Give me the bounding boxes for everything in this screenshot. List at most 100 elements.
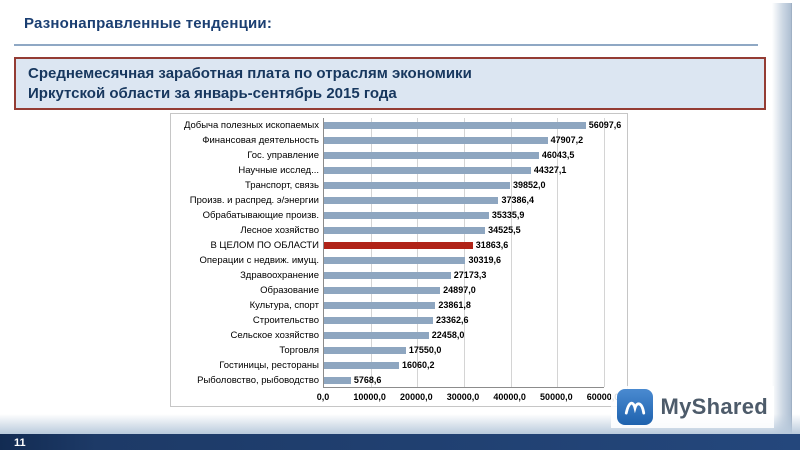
- value-label: 17550,0: [408, 345, 442, 355]
- value-label: 30319,6: [468, 255, 502, 265]
- value-label: 24897,0: [443, 285, 476, 295]
- value-label: 56097,6: [588, 120, 622, 130]
- category-label: Транспорт, связь: [244, 180, 319, 191]
- bar-row: 27173,3: [324, 268, 604, 283]
- category-label: Торговля: [279, 345, 319, 356]
- value-label: 44327,1: [533, 165, 567, 175]
- bar: [324, 302, 436, 309]
- plot-area: 56097,6 47907,2 46043,5 44327,1 39852,0 37386…: [323, 118, 621, 388]
- bar: [324, 317, 434, 324]
- x-axis-ticks: 0,0 10000,0 20000,0 30000,0 40000,0 50000,0 60…: [317, 388, 620, 404]
- value-label: 34525,5: [488, 225, 521, 235]
- gridline: [604, 118, 605, 387]
- value-label: 31863,6: [475, 240, 509, 250]
- bar-row: 39852,0: [324, 178, 604, 193]
- bar: [324, 182, 510, 189]
- bar-row: 56097,6: [324, 118, 621, 133]
- bar-row: 47907,2: [324, 133, 604, 148]
- value-label: 46043,5: [541, 150, 575, 160]
- value-label: 5768,6: [353, 375, 382, 385]
- bar-row: 24897,0: [324, 283, 604, 298]
- category-label: Гостиницы, рестораны: [219, 360, 319, 371]
- value-label: 22458,0: [431, 330, 465, 340]
- bottom-bar: [0, 434, 800, 450]
- gridline: [417, 118, 419, 387]
- bar: [324, 347, 406, 354]
- x-axis: 0,0 10000,0 20000,0 30000,0 40000,0 50000,0 60…: [175, 388, 623, 404]
- chart-title-box: Среднемесячная заработная плата по отрас…: [14, 57, 766, 110]
- bar-row: 5768,6: [324, 373, 604, 388]
- bar: [324, 167, 531, 174]
- category-label: Гос. управление: [247, 150, 319, 161]
- bar: [324, 212, 489, 219]
- category-label: Произв. и распред. э/энергии: [189, 195, 319, 206]
- category-label: Операции с недвиж. имущ.: [199, 255, 319, 266]
- gridline: [557, 118, 559, 387]
- category-label: Здравоохранение: [240, 270, 319, 281]
- bottom-gradient-band: [0, 414, 800, 434]
- bars: 56097,6 47907,2 46043,5 44327,1 39852,0 37386…: [324, 118, 621, 388]
- bar-row: 16060,2: [324, 358, 604, 373]
- value-label: 39852,0: [512, 180, 546, 190]
- bar: [324, 362, 399, 369]
- gridline: [370, 118, 372, 387]
- bar-row: 35335,9: [324, 208, 604, 223]
- x-tick-label: 10000,0: [353, 392, 386, 402]
- bar-row: 44327,1: [324, 163, 604, 178]
- value-label: 23362,6: [436, 315, 469, 325]
- chart-title-line2: Иркутской области за январь-сентябрь 201…: [28, 84, 397, 102]
- category-label: Сельское хозяйство: [230, 330, 320, 341]
- bar: [324, 287, 441, 294]
- bar-chart: Добыча полезных ископаемых Финансовая дея…: [170, 113, 628, 407]
- value-label: 35335,9: [491, 210, 525, 220]
- bar: [324, 152, 539, 159]
- x-tick-label: 20000,0: [400, 392, 433, 402]
- bar-row: 46043,5: [324, 148, 604, 163]
- plot-region: Добыча полезных ископаемых Финансовая дея…: [175, 118, 623, 388]
- bar: [324, 377, 351, 384]
- bar-row: 30319,6: [324, 253, 604, 268]
- value-label: 27173,3: [453, 270, 487, 280]
- bar: [324, 332, 429, 339]
- category-label: Рыболовство, рыбоводство: [197, 375, 319, 386]
- bar-row: 34525,5: [324, 223, 604, 238]
- bar-row: 23362,6: [324, 313, 604, 328]
- bar: [324, 272, 451, 279]
- heading-divider: [14, 44, 758, 46]
- bar-row: 22458,0: [324, 328, 604, 343]
- x-tick-label: 0,0: [316, 392, 330, 402]
- axis-spacer: [175, 388, 323, 404]
- x-tick-label: 40000,0: [493, 392, 526, 402]
- x-tick-label: 50000,0: [540, 392, 573, 402]
- bar: [324, 227, 486, 234]
- category-label: Образование: [260, 285, 319, 296]
- value-label: 47907,2: [550, 135, 584, 145]
- category-label: Строительство: [252, 315, 319, 326]
- gridline: [464, 118, 465, 387]
- bar: [324, 257, 466, 264]
- category-label: Научные исслед...: [238, 165, 319, 176]
- bar: [324, 197, 499, 204]
- category-label: Обрабатывающие произв.: [202, 210, 319, 221]
- myshared-watermark[interactable]: MyShared: [611, 386, 774, 428]
- category-label: Добыча полезных ископаемых: [183, 120, 319, 131]
- bar-row: 31863,6: [324, 238, 604, 253]
- bar: [324, 137, 548, 144]
- x-tick-label: 60000,0: [586, 392, 620, 402]
- bar-highlight: [324, 242, 473, 249]
- slide-heading: Разнонаправленные тенденции:: [24, 15, 273, 32]
- category-label: В ЦЕЛОМ ПО ОБЛАСТИ: [210, 240, 319, 251]
- bar: [324, 122, 586, 129]
- myshared-logo-icon: [617, 389, 654, 425]
- bar-row: 17550,0: [324, 343, 604, 358]
- value-label: 16060,2: [401, 360, 435, 370]
- value-label: 23861,8: [438, 300, 471, 310]
- chart-title-line1: Среднемесячная заработная плата по отрас…: [28, 65, 472, 82]
- category-label: Финансовая деятельность: [202, 135, 319, 146]
- watermark-text: MyShared: [660, 394, 768, 419]
- value-label: 37386,4: [501, 195, 535, 205]
- right-edge-strip: [772, 3, 792, 434]
- page-number: 11: [14, 437, 26, 449]
- category-label: Культура, спорт: [249, 300, 319, 311]
